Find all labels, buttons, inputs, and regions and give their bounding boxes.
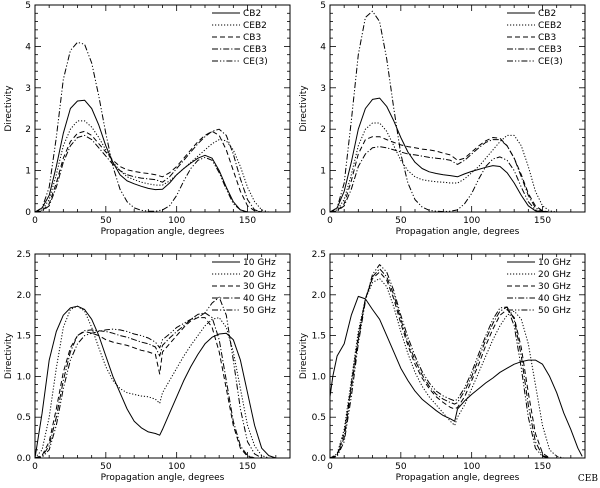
x-axis-label: Propagation angle, degrees	[101, 473, 225, 483]
figure-label: CEB	[577, 474, 598, 484]
legend-label: 20 GHz	[538, 270, 571, 280]
legend-label: CB2	[538, 9, 556, 19]
chart-panel-4: 0 50 100 150 0.0 0.5 1.0 1.5 2.0 2.5 Propagation a…	[299, 250, 586, 483]
series-line-ce-3-	[329, 10, 578, 213]
legend-label: 50 GHz	[538, 306, 571, 316]
legend-label: 40 GHz	[538, 294, 571, 304]
series-line-50-ghz	[329, 264, 578, 459]
series-line-cb2	[329, 97, 578, 213]
chart-panel-1: 0 50 100 150 0 1 2 3 4 5 Propagation angle, degree…	[4, 1, 291, 237]
series-line-10-ghz	[329, 295, 583, 457]
y-tick-label: 2	[320, 125, 326, 135]
y-tick-label: 0.0	[312, 454, 327, 464]
y-axis-label: Directivity	[299, 85, 309, 132]
series-line-ceb3	[329, 139, 578, 213]
x-axis-label: Propagation angle, degrees	[101, 227, 225, 237]
legend-label: CE(3)	[243, 57, 268, 67]
y-tick-label: 1	[320, 167, 326, 177]
x-axis-label: Propagation angle, degrees	[396, 227, 520, 237]
series-line-ceb2	[329, 122, 578, 213]
y-tick-label: 5	[25, 1, 31, 11]
y-tick-label: 2.5	[312, 250, 326, 260]
y-axis-label: Directivity	[4, 332, 14, 379]
series-line-ceb2	[34, 120, 283, 213]
y-tick-label: 2	[25, 125, 31, 135]
y-tick-label: 1	[25, 167, 31, 177]
legend-label: CEB3	[538, 45, 562, 55]
chart-panel-3: 0 50 100 150 0.0 0.5 1.0 1.5 2.0 2.5 Propagation a…	[4, 250, 291, 483]
x-tick-label: 100	[168, 216, 185, 226]
x-tick-label: 100	[463, 216, 480, 226]
legend-label: CE(3)	[538, 57, 563, 67]
legend-label: CB3	[243, 33, 261, 43]
series-line-cb3	[34, 130, 283, 213]
y-tick-label: 0.0	[17, 454, 32, 464]
x-tick-label: 150	[534, 462, 551, 472]
x-axis-label: Propagation angle, degrees	[396, 473, 520, 483]
x-tick-label: 0	[327, 216, 333, 226]
y-tick-label: 3	[25, 84, 31, 94]
series-line-20-ghz	[329, 278, 578, 459]
x-tick-label: 0	[32, 462, 38, 472]
legend-label: 40 GHz	[243, 294, 276, 304]
x-tick-label: 0	[327, 462, 333, 472]
legend-label: 30 GHz	[243, 282, 276, 292]
y-tick-label: 1.0	[312, 372, 327, 382]
x-tick-label: 100	[463, 462, 480, 472]
series-line-ceb3	[34, 128, 283, 213]
y-tick-label: 4	[320, 42, 326, 52]
x-tick-label: 0	[32, 216, 38, 226]
y-axis-label: Directivity	[4, 85, 14, 132]
y-tick-label: 2.5	[17, 250, 31, 260]
series-line-50-ghz	[34, 296, 283, 459]
series-line-cb3	[329, 136, 578, 213]
y-axis-label: Directivity	[299, 332, 309, 379]
series-line-ce-3-	[34, 41, 283, 213]
y-tick-label: 0	[25, 208, 31, 218]
legend-label: 10 GHz	[243, 258, 276, 268]
y-tick-label: 0.5	[17, 413, 31, 423]
y-tick-label: 5	[320, 1, 326, 11]
legend-label: 50 GHz	[243, 306, 276, 316]
series-line-30-ghz	[329, 271, 578, 459]
y-tick-label: 0.5	[312, 413, 326, 423]
legend-label: 20 GHz	[243, 270, 276, 280]
x-tick-label: 150	[534, 216, 551, 226]
legend-label: 10 GHz	[538, 258, 571, 268]
legend-label: CB2	[243, 9, 261, 19]
series-line-cb2	[34, 99, 283, 213]
x-tick-label: 150	[239, 462, 256, 472]
y-tick-label: 2.0	[17, 291, 32, 301]
series-line-20-ghz	[34, 305, 283, 459]
x-tick-label: 100	[168, 462, 185, 472]
legend-label: CEB3	[243, 45, 267, 55]
y-tick-label: 1.5	[312, 332, 326, 342]
legend-label: 30 GHz	[538, 282, 571, 292]
y-tick-label: 1.0	[17, 372, 32, 382]
series-line-40-ghz	[34, 312, 283, 459]
y-tick-label: 3	[320, 84, 326, 94]
x-tick-label: 150	[239, 216, 256, 226]
series-line-30-ghz	[34, 317, 283, 459]
x-tick-label: 50	[100, 216, 112, 226]
legend-label: CEB2	[538, 21, 562, 31]
y-tick-label: 0	[320, 208, 326, 218]
y-tick-label: 4	[25, 42, 31, 52]
x-tick-label: 50	[395, 462, 407, 472]
x-tick-label: 50	[395, 216, 407, 226]
series-line-40-ghz	[329, 268, 578, 459]
y-tick-label: 1.5	[17, 332, 31, 342]
y-tick-label: 2.0	[312, 291, 327, 301]
legend-label: CB3	[538, 33, 556, 43]
chart-panel-2: 0 50 100 150 0 1 2 3 4 5 Propagation angle, degree…	[299, 1, 586, 237]
x-tick-label: 50	[100, 462, 112, 472]
legend-label: CEB2	[243, 21, 267, 31]
